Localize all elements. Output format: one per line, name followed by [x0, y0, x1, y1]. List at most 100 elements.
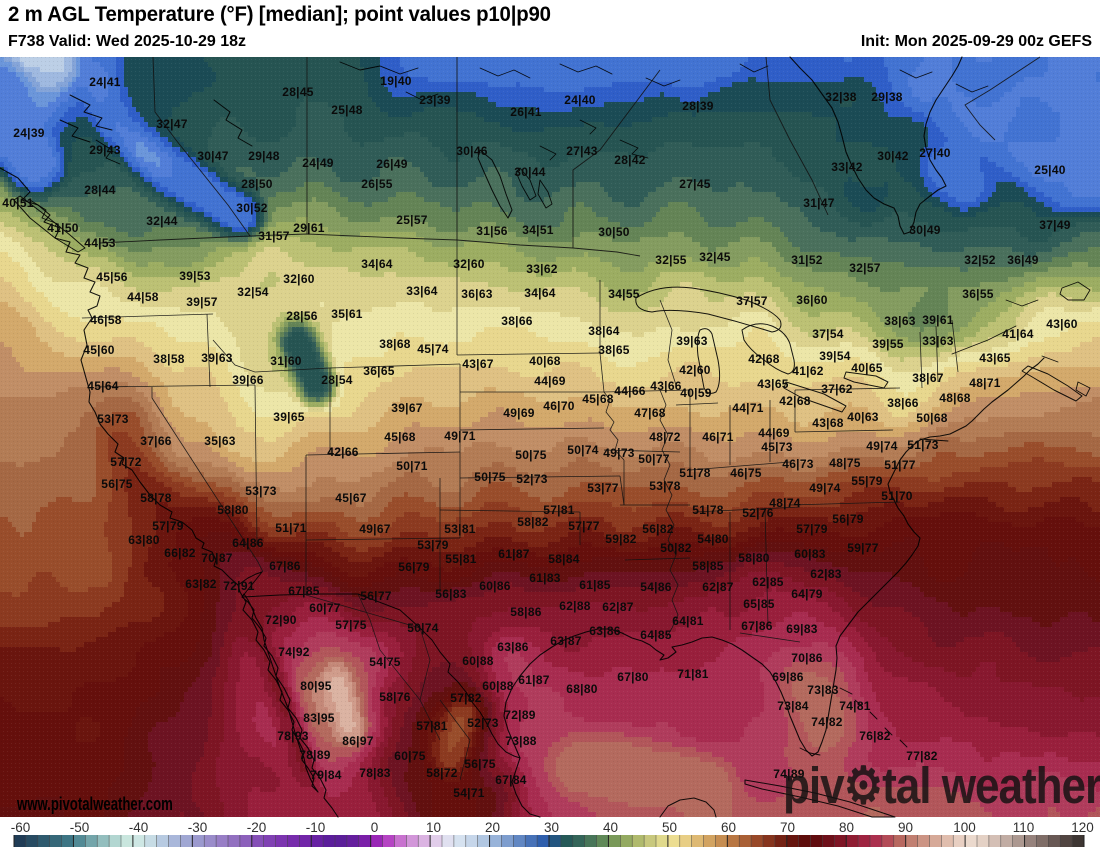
svg-text:37|62: 37|62 — [821, 382, 853, 396]
svg-text:37|66: 37|66 — [140, 434, 172, 448]
svg-text:61|83: 61|83 — [529, 571, 561, 585]
svg-text:49|74: 49|74 — [866, 439, 898, 453]
svg-text:77|82: 77|82 — [906, 749, 938, 763]
svg-text:40: 40 — [603, 820, 618, 835]
svg-text:79|84: 79|84 — [310, 768, 342, 782]
svg-text:48|74: 48|74 — [769, 496, 801, 510]
svg-text:43|66: 43|66 — [650, 379, 682, 393]
svg-text:48|75: 48|75 — [829, 456, 861, 470]
svg-text:60|88: 60|88 — [482, 679, 514, 693]
svg-text:56|75: 56|75 — [464, 757, 496, 771]
svg-text:58|72: 58|72 — [426, 766, 458, 780]
svg-text:44|69: 44|69 — [534, 374, 566, 388]
svg-text:32|44: 32|44 — [146, 214, 178, 228]
svg-text:83|95: 83|95 — [303, 711, 335, 725]
svg-text:45|68: 45|68 — [582, 392, 614, 406]
svg-text:36|65: 36|65 — [363, 364, 395, 378]
svg-text:27|40: 27|40 — [919, 146, 951, 160]
svg-text:38|65: 38|65 — [598, 343, 630, 357]
svg-text:-50: -50 — [70, 820, 90, 835]
svg-text:70|87: 70|87 — [201, 551, 233, 565]
svg-text:80|95: 80|95 — [300, 679, 332, 693]
svg-text:45|67: 45|67 — [335, 491, 367, 505]
svg-text:43|65: 43|65 — [757, 377, 789, 391]
svg-text:64|85: 64|85 — [640, 628, 672, 642]
svg-text:42|60: 42|60 — [679, 363, 711, 377]
svg-text:29|43: 29|43 — [89, 143, 121, 157]
svg-text:45|64: 45|64 — [87, 379, 119, 393]
svg-text:-10: -10 — [306, 820, 326, 835]
svg-text:44|58: 44|58 — [127, 290, 159, 304]
svg-text:27|45: 27|45 — [679, 177, 711, 191]
svg-text:53|78: 53|78 — [649, 479, 681, 493]
svg-text:28|56: 28|56 — [286, 309, 318, 323]
svg-text:32|38: 32|38 — [825, 90, 857, 104]
svg-text:64|81: 64|81 — [672, 614, 704, 628]
svg-text:50|71: 50|71 — [396, 459, 428, 473]
svg-text:67|85: 67|85 — [288, 584, 320, 598]
svg-text:63|82: 63|82 — [185, 577, 217, 591]
svg-text:56|79: 56|79 — [398, 560, 430, 574]
svg-text:50|77: 50|77 — [638, 452, 670, 466]
svg-text:46|70: 46|70 — [543, 399, 575, 413]
svg-text:39|65: 39|65 — [273, 410, 305, 424]
svg-text:49|71: 49|71 — [444, 429, 476, 443]
svg-text:51|78: 51|78 — [692, 503, 724, 517]
svg-text:48|68: 48|68 — [939, 391, 971, 405]
svg-text:70|86: 70|86 — [791, 651, 823, 665]
svg-text:26|41: 26|41 — [510, 105, 542, 119]
svg-text:78|89: 78|89 — [299, 748, 331, 762]
svg-text:39|57: 39|57 — [186, 295, 218, 309]
svg-text:45|60: 45|60 — [83, 343, 115, 357]
svg-text:31|57: 31|57 — [258, 229, 290, 243]
svg-text:49|69: 49|69 — [503, 406, 535, 420]
svg-text:39|63: 39|63 — [676, 334, 708, 348]
svg-text:57|79: 57|79 — [796, 522, 828, 536]
svg-text:32|60: 32|60 — [453, 257, 485, 271]
svg-text:60|77: 60|77 — [309, 601, 341, 615]
svg-text:49|74: 49|74 — [809, 481, 841, 495]
svg-text:38|66: 38|66 — [887, 396, 919, 410]
svg-text:50|75: 50|75 — [515, 448, 547, 462]
svg-text:33|42: 33|42 — [831, 160, 863, 174]
svg-text:42|68: 42|68 — [779, 394, 811, 408]
svg-text:41|50: 41|50 — [47, 221, 79, 235]
svg-text:61|85: 61|85 — [579, 578, 611, 592]
svg-text:38|64: 38|64 — [588, 324, 620, 338]
svg-text:31|56: 31|56 — [476, 224, 508, 238]
svg-text:61|87: 61|87 — [498, 547, 530, 561]
svg-text:39|55: 39|55 — [872, 337, 904, 351]
svg-text:58|80: 58|80 — [738, 551, 770, 565]
svg-text:65|85: 65|85 — [743, 597, 775, 611]
svg-text:56|77: 56|77 — [360, 589, 392, 603]
svg-text:57|77: 57|77 — [568, 519, 600, 533]
svg-text:54|86: 54|86 — [640, 580, 672, 594]
svg-text:-40: -40 — [129, 820, 149, 835]
svg-text:62|85: 62|85 — [752, 575, 784, 589]
svg-text:32|52: 32|52 — [964, 253, 996, 267]
svg-text:60: 60 — [721, 820, 736, 835]
svg-text:73|84: 73|84 — [777, 699, 809, 713]
svg-text:67|84: 67|84 — [495, 773, 527, 787]
svg-text:70: 70 — [780, 820, 795, 835]
svg-text:59|82: 59|82 — [605, 532, 637, 546]
svg-text:73|88: 73|88 — [505, 734, 537, 748]
svg-text:68|80: 68|80 — [566, 682, 598, 696]
svg-text:32|60: 32|60 — [283, 272, 315, 286]
svg-text:67|80: 67|80 — [617, 670, 649, 684]
svg-text:45|74: 45|74 — [417, 342, 449, 356]
svg-text:51|73: 51|73 — [907, 438, 939, 452]
svg-text:43|65: 43|65 — [979, 351, 1011, 365]
svg-text:58|76: 58|76 — [379, 690, 411, 704]
svg-text:60|86: 60|86 — [479, 579, 511, 593]
svg-text:33|63: 33|63 — [922, 334, 954, 348]
svg-text:64|79: 64|79 — [791, 587, 823, 601]
svg-text:38|66: 38|66 — [501, 314, 533, 328]
svg-text:38|63: 38|63 — [884, 314, 916, 328]
svg-text:38|58: 38|58 — [153, 352, 185, 366]
svg-text:25|40: 25|40 — [1034, 163, 1066, 177]
svg-text:50|75: 50|75 — [474, 470, 506, 484]
svg-text:24|40: 24|40 — [564, 93, 596, 107]
svg-text:71|81: 71|81 — [677, 667, 709, 681]
svg-text:46|71: 46|71 — [702, 430, 734, 444]
